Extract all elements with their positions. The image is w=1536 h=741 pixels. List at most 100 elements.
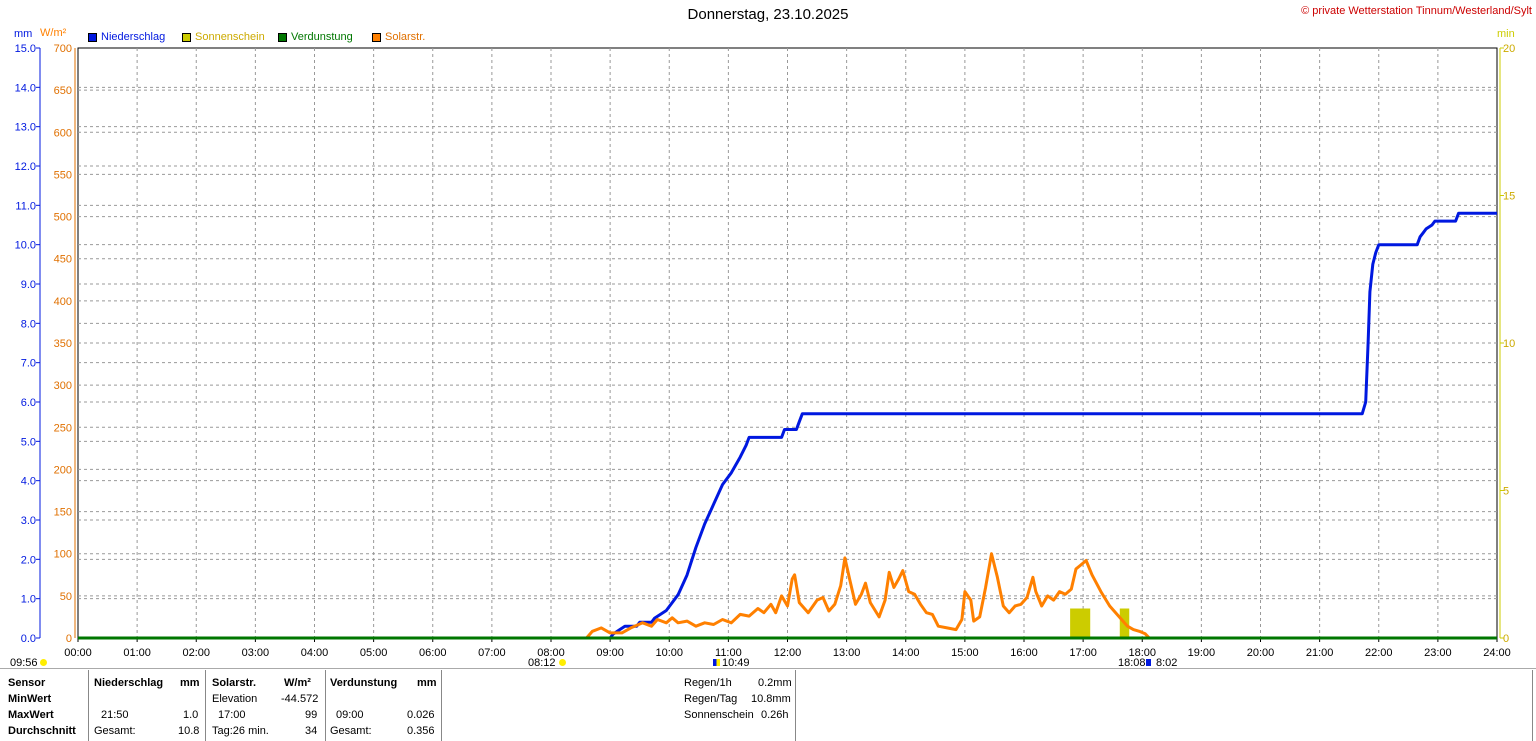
table-header-niederschlag-unit: mm — [180, 677, 200, 689]
summary-regen1h-val: 0.2mm — [758, 677, 792, 689]
table-divider — [441, 670, 442, 741]
y-left-wm2-tick-label: 650 — [54, 85, 72, 97]
noon-icon — [713, 659, 720, 666]
legend-label: Niederschlag — [101, 31, 166, 43]
verdunstung-total-label: Gesamt: — [330, 725, 372, 737]
unit-mm-label: mm — [14, 28, 33, 40]
x-tick-label: 12:00 — [774, 647, 802, 659]
y-left-mm-tick-label: 7.0 — [21, 358, 36, 370]
x-tick-label: 23:00 — [1424, 647, 1452, 659]
x-tick-label: 06:00 — [419, 647, 447, 659]
legend-swatch — [372, 32, 381, 42]
x-tick-label: 02:00 — [182, 647, 210, 659]
niederschlag-total-val: 10.8 — [178, 725, 200, 737]
y-left-wm2-tick-label: 700 — [54, 43, 72, 55]
x-tick-label: 19:00 — [1188, 647, 1216, 659]
y-left-wm2-tick-label: 100 — [54, 549, 72, 561]
y-left-wm2-tick-label: 50 — [60, 591, 72, 603]
legend-label: Solarstr. — [385, 31, 426, 43]
y-left-mm-tick-label: 13.0 — [15, 122, 36, 134]
y-left-mm-tick-label: 15.0 — [15, 43, 36, 55]
y-left-mm-tick-label: 0.0 — [21, 633, 36, 645]
y-left-wm2-tick-label: 500 — [54, 212, 72, 224]
x-tick-label: 21:00 — [1306, 647, 1334, 659]
x-tick-label: 20:00 — [1247, 647, 1275, 659]
y-left-wm2-tick-label: 300 — [54, 380, 72, 392]
table-divider — [795, 670, 796, 741]
summary-regen1h-label: Regen/1h — [684, 677, 732, 689]
y-right-tick-label: 15 — [1503, 191, 1515, 203]
marker-solar-noon: 10:49 — [722, 657, 750, 669]
y-left-mm-tick-label: 11.0 — [15, 200, 36, 212]
x-tick-label: 18:00 — [1128, 647, 1156, 659]
x-tick-label: 05:00 — [360, 647, 388, 659]
unit-wm2-label: W/m² — [40, 27, 67, 39]
y-left-wm2-tick-label: 550 — [54, 169, 72, 181]
y-left-wm2-tick-label: 150 — [54, 507, 72, 519]
y-left-wm2-tick-label: 400 — [54, 296, 72, 308]
marker-daylength: 8:02 — [1156, 657, 1178, 669]
y-left-mm-tick-label: 2.0 — [21, 554, 36, 566]
x-tick-label: 13:00 — [833, 647, 861, 659]
verdunstung-total-val: 0.356 — [407, 725, 435, 737]
marker-sunrise: 08:12 — [528, 657, 556, 669]
x-tick-label: 22:00 — [1365, 647, 1393, 659]
y-left-wm2-tick-label: 0 — [66, 633, 72, 645]
niederschlag-total-label: Gesamt: — [94, 725, 136, 737]
y-left-mm-tick-label: 6.0 — [21, 397, 36, 409]
solar-tag-label: Tag:26 min. — [212, 725, 269, 737]
y-left-wm2-tick-label: 250 — [54, 422, 72, 434]
series-line-niederschlag — [78, 211, 1497, 640]
legend-swatch — [88, 32, 97, 42]
legend-label: Sonnenschein — [195, 31, 265, 43]
y-left-mm-tick-label: 4.0 — [21, 476, 36, 488]
summary-sonne-val: 0.26h — [761, 709, 789, 721]
sun-icon — [40, 659, 47, 666]
x-tick-label: 14:00 — [892, 647, 920, 659]
legend-item-solarstr: Solarstr. — [372, 31, 425, 43]
y-right-tick-label: 20 — [1503, 43, 1515, 55]
x-tick-label: 11:00 — [715, 647, 742, 659]
x-tick-label: 01:00 — [123, 647, 151, 659]
table-row-maxwert: MaxWert — [8, 709, 54, 721]
y-left-wm2-tick-label: 200 — [54, 464, 72, 476]
table-header-verdunstung-unit: mm — [417, 677, 437, 689]
solar-avg-val: 34 — [305, 725, 318, 737]
y-left-mm-tick-label: 14.0 — [15, 82, 36, 94]
x-tick-label: 07:00 — [478, 647, 506, 659]
niederschlag-max-val: 1.0 — [183, 709, 199, 721]
table-header-solar: Solarstr. — [212, 677, 257, 689]
y-left-mm-tick-label: 8.0 — [21, 318, 36, 330]
table-header-niederschlag: Niederschlag — [94, 677, 164, 689]
legend-swatch — [278, 32, 287, 42]
x-tick-label: 03:00 — [242, 647, 270, 659]
table-top-border — [0, 668, 1536, 669]
y-left-mm-tick-label: 5.0 — [21, 436, 36, 448]
table-row-durchschnitt: Durchschnitt — [8, 725, 76, 737]
x-tick-label: 09:00 — [596, 647, 624, 659]
x-tick-label: 16:00 — [1010, 647, 1038, 659]
chart-title: Donnerstag, 23.10.2025 — [687, 6, 849, 23]
y-left-wm2-tick-label: 350 — [54, 338, 72, 350]
sunrise-icon — [559, 659, 566, 666]
y-left-mm-tick-label: 3.0 — [21, 515, 36, 527]
table-row-minwert: MinWert — [8, 693, 52, 705]
table-divider — [205, 670, 206, 741]
table-divider — [325, 670, 326, 741]
marker-sunset: 18:08 — [1118, 657, 1146, 669]
solar-max-time: 17:00 — [218, 709, 246, 721]
y-left-mm-tick-label: 9.0 — [21, 279, 36, 291]
copyright-notice: © private Wetterstation Tinnum/Westerlan… — [1301, 5, 1532, 17]
solar-max-val: 99 — [305, 709, 318, 721]
table-divider — [1532, 670, 1533, 741]
series-line-solarstr — [585, 552, 1151, 640]
table-header-solar-unit: W/m² — [284, 677, 311, 689]
verdunstung-max-time: 09:00 — [336, 709, 364, 721]
legend-item-verdunstung: Verdunstung — [278, 31, 353, 43]
summary-regentag-label: Regen/Tag — [684, 693, 738, 705]
y-left-wm2-tick-label: 450 — [54, 254, 72, 266]
marker-left-time: 09:56 — [10, 657, 38, 669]
y-right-tick-label: 0 — [1503, 633, 1509, 645]
legend-item-sonnenschein: Sonnenschein — [182, 31, 265, 43]
